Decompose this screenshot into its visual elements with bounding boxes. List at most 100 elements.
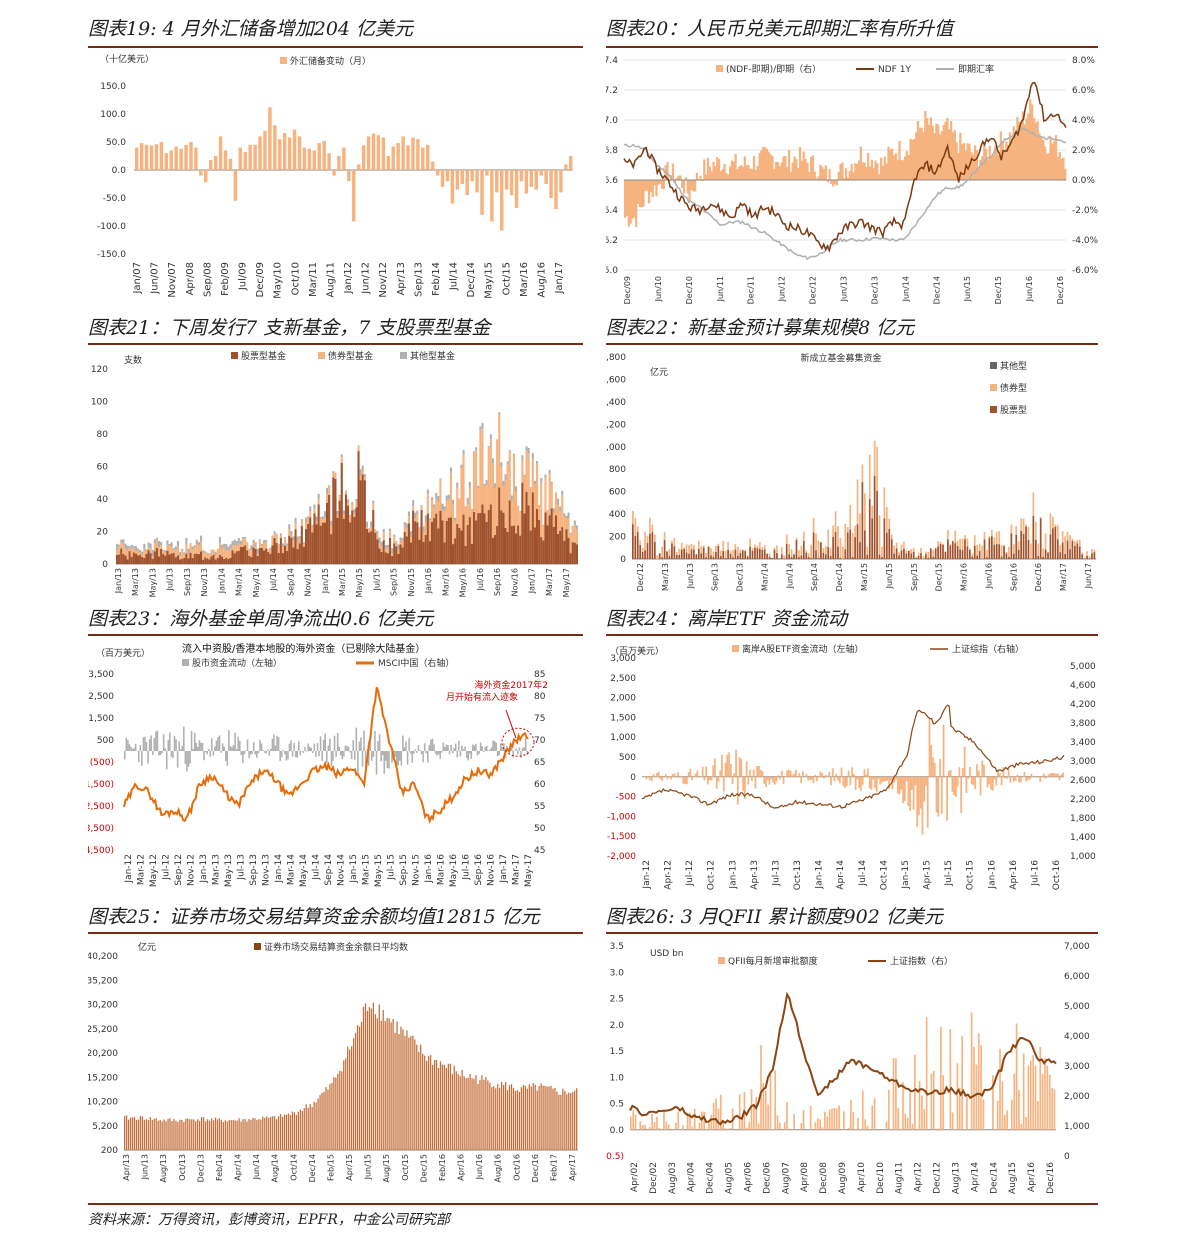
flow-bar <box>344 745 347 751</box>
settlement-bar <box>550 1085 552 1150</box>
settlement-bar <box>390 1022 392 1150</box>
bar-bond <box>134 550 137 554</box>
settlement-bar <box>289 1115 292 1150</box>
etf-bar <box>970 776 973 785</box>
spread-bar <box>1031 104 1034 180</box>
flow-bar <box>321 751 323 761</box>
bar-bond <box>644 531 646 551</box>
settlement-bar <box>240 1121 242 1150</box>
qfii-bar <box>1032 1055 1034 1130</box>
bar <box>559 170 563 193</box>
bar-other <box>410 531 413 538</box>
spread-bar <box>736 169 739 180</box>
bar <box>554 170 558 210</box>
spread-bar <box>994 145 997 180</box>
bar-other <box>561 490 564 496</box>
x-tick-label: Sep/14 <box>810 563 819 591</box>
y-tick-label-left: -1,500 <box>607 832 636 842</box>
bar-other <box>351 502 354 505</box>
bar-other <box>155 537 158 539</box>
bar-bond <box>412 505 415 511</box>
panel-new-funds-count: 图表21：下周发行7 支新基金，7 支股票型基金 支数 股票型基金 债券型基金 其他型… <box>88 313 583 613</box>
qfii-bar <box>651 1114 653 1130</box>
flow-bar <box>141 751 143 766</box>
spread-bar <box>984 149 988 180</box>
spread-bar <box>808 171 811 180</box>
spread-bar <box>854 163 857 180</box>
bar-bond <box>790 549 793 557</box>
settlement-bar <box>504 1081 507 1150</box>
bar-bond <box>160 545 163 549</box>
settlement-bar <box>429 1055 432 1150</box>
bar-bond <box>258 540 261 548</box>
etf-bar <box>751 776 753 781</box>
bar-other <box>491 458 494 464</box>
bar-bond <box>1083 557 1086 559</box>
spread-bar <box>817 176 820 180</box>
flow-bar <box>339 751 342 756</box>
settlement-bar <box>400 1026 402 1150</box>
bar-equity <box>363 480 366 564</box>
flow-bar <box>391 751 393 763</box>
spread-bar <box>859 146 862 180</box>
bar-other <box>239 540 242 545</box>
bar-equity <box>995 544 998 559</box>
bar <box>381 137 386 170</box>
x-tick-label: Dec/10 <box>876 1162 886 1194</box>
spread-bar <box>892 155 896 180</box>
qfii-bar <box>904 1113 907 1130</box>
x-tick-label: Aug/05 <box>725 1162 735 1194</box>
etf-bar <box>802 771 804 777</box>
flow-bar <box>425 751 427 754</box>
etf-bar <box>735 749 737 777</box>
bar-equity <box>487 510 490 564</box>
legend-entry: 其他型基金 <box>410 350 455 362</box>
settlement-bar <box>309 1104 311 1150</box>
bar-equity <box>961 550 964 559</box>
bar-equity <box>719 556 722 559</box>
title-rule <box>88 634 583 636</box>
bar-bond <box>349 515 352 523</box>
bar-other <box>183 552 186 554</box>
bar-other <box>120 539 123 543</box>
qfii-bar <box>729 1127 732 1130</box>
bar-other <box>468 481 471 488</box>
bar-bond <box>393 536 396 544</box>
x-tick-label: Sep/15 <box>910 563 919 591</box>
bar-bond <box>237 543 240 551</box>
x-tick-label: Jan/17 <box>554 262 565 295</box>
bar-equity <box>164 555 167 564</box>
bar-bond <box>483 485 486 514</box>
bar-bond <box>126 550 129 560</box>
x-tick-label: Jul-12 <box>685 860 695 887</box>
x-tick-label: Jan/16 <box>424 568 433 594</box>
bar-bond <box>861 464 864 483</box>
bar-equity <box>460 530 463 564</box>
bar-equity <box>239 547 242 564</box>
qfii-bar <box>847 1127 850 1130</box>
spread-bar <box>625 180 629 217</box>
x-tick-label: Dec/16 <box>1056 276 1065 304</box>
bar-equity <box>820 542 822 559</box>
spread-bar <box>655 180 658 197</box>
flow-bar <box>419 750 421 751</box>
qfii-bar <box>762 1082 765 1130</box>
chart-new-funds-size: 新成立基金募集资金亿元其他型债券型股票型1,8001,6001,4001,200… <box>606 352 1096 591</box>
qfii-bar <box>996 1100 999 1130</box>
x-tick-label: Dec/14 <box>835 563 844 591</box>
bar-other <box>416 510 419 515</box>
flow-bar <box>285 751 288 761</box>
etf-bar <box>745 761 748 777</box>
spread-bar <box>889 149 892 180</box>
bar <box>199 170 203 176</box>
bar <box>282 133 287 170</box>
bar-equity <box>632 524 634 559</box>
bar <box>539 170 543 176</box>
spread-bar <box>1025 117 1028 180</box>
bar-equity <box>636 532 639 559</box>
bar-bond <box>256 553 259 557</box>
bar-bond <box>550 483 553 509</box>
spread-bar <box>662 180 665 190</box>
settlement-bar <box>524 1085 526 1150</box>
bar-equity <box>529 530 532 564</box>
